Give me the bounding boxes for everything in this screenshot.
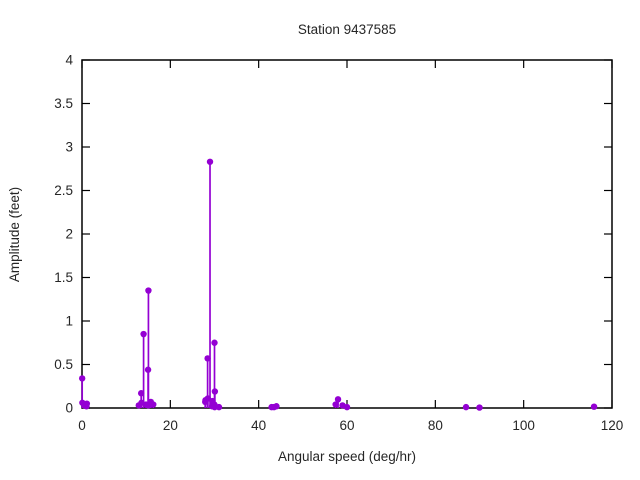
data-point: [343, 403, 351, 411]
data-point: [78, 375, 86, 382]
y-tick-label: 1.5: [54, 270, 73, 285]
data-point: [206, 158, 214, 165]
data-point: [476, 404, 483, 411]
data-point: [140, 330, 147, 338]
x-tick-label: 120: [601, 418, 624, 433]
y-tick-label: 3: [65, 140, 73, 155]
y-tick-label: 4: [65, 53, 73, 68]
plot-border: [81, 59, 613, 409]
y-tick-label: 1: [65, 314, 73, 329]
data-point: [145, 287, 152, 294]
data-point: [590, 403, 598, 410]
y-tick-label: 0: [65, 401, 73, 416]
data-point: [211, 339, 218, 346]
x-axis-label: Angular speed (deg/hr): [277, 449, 417, 464]
y-tick-label: 0.5: [54, 357, 73, 372]
x-tick-label: 60: [339, 418, 354, 433]
x-tick-label: 40: [251, 418, 266, 433]
data-point: [273, 403, 280, 410]
data-point: [334, 396, 342, 403]
x-tick-label: 0: [78, 418, 86, 433]
data-point: [150, 401, 157, 408]
data-point: [83, 400, 91, 407]
data-point: [462, 403, 470, 411]
y-tick-label: 3.5: [54, 96, 73, 111]
x-tick-label: 20: [163, 418, 178, 433]
x-tick-label: 80: [428, 418, 443, 433]
data-point: [211, 388, 219, 395]
chart-title: Station 9437585: [297, 22, 397, 37]
y-tick-label: 2.5: [54, 183, 73, 198]
y-tick-label: 2: [65, 227, 73, 242]
data-point: [215, 403, 223, 411]
x-tick-label: 100: [512, 418, 535, 433]
